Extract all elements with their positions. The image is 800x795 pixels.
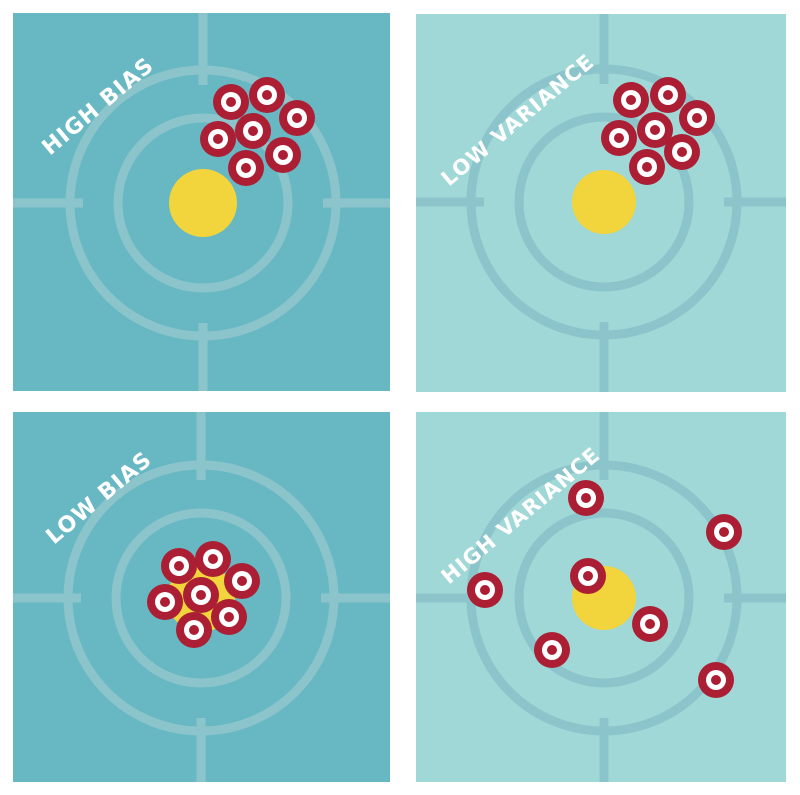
hit-marker [698,662,734,698]
hit-marker [195,541,231,577]
hit-marker [147,584,183,620]
hit-marker [706,514,742,550]
hit-marker [183,577,219,613]
hit-marker [211,599,247,635]
hit-marker [224,563,260,599]
panel-high-bias: HIGH BIAS [13,13,390,391]
hit-marker [664,134,700,170]
bullseye [572,170,636,234]
panel-low-variance: LOW VARIANCE [416,14,786,392]
hit-marker [534,632,570,668]
hit-marker [613,82,649,118]
hit-marker [176,612,212,648]
hit-marker [632,606,668,642]
bullseye [169,169,237,237]
marker-group [601,77,715,185]
hit-marker [629,149,665,185]
marker-group [200,77,315,186]
hit-marker [200,121,236,157]
hit-marker [279,100,315,136]
inner-ring [111,508,291,688]
hit-marker [568,480,604,516]
inner-ring [514,508,694,688]
hit-marker [637,112,673,148]
hit-marker [228,150,264,186]
hit-marker [650,77,686,113]
panel-high-variance: HIGH VARIANCE [416,412,786,782]
inner-ring [514,112,694,292]
target-diagram-low-variance [416,14,786,392]
inner-ring [113,113,293,293]
target-diagram-high-bias [13,13,390,391]
panel-low-bias: LOW BIAS [13,412,390,782]
target-diagram-high-variance [416,412,786,782]
hit-marker [601,120,637,156]
marker-group [467,480,742,698]
hit-marker [249,77,285,113]
marker-group [147,541,260,648]
hit-marker [570,558,606,594]
hit-marker [235,113,271,149]
hit-marker [679,100,715,136]
hit-marker [213,84,249,120]
target-diagram-low-bias [13,412,390,782]
hit-marker [467,572,503,608]
hit-marker [265,137,301,173]
hit-marker [161,548,197,584]
